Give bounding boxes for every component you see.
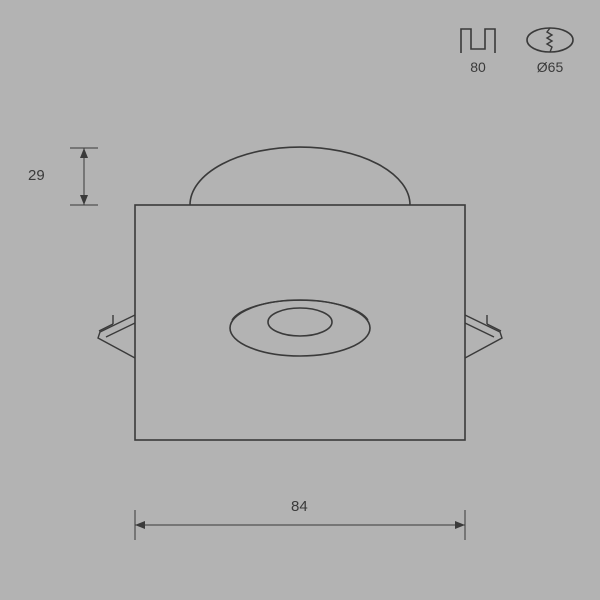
ring-inner	[268, 308, 332, 336]
dim-width-label: 84	[291, 498, 308, 515]
frame-outline	[135, 205, 465, 440]
dim-height-label: 29	[28, 167, 45, 184]
ring-outer-lip	[232, 300, 368, 320]
clip-left	[98, 315, 135, 358]
clip-right	[465, 315, 502, 358]
dome-outline	[190, 147, 410, 205]
dim-height	[70, 148, 98, 205]
